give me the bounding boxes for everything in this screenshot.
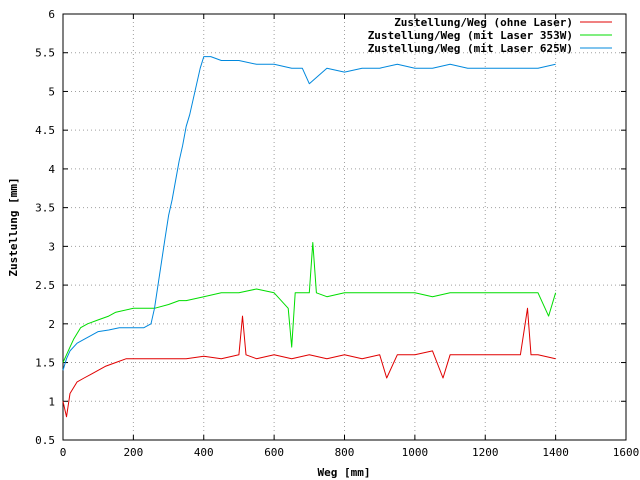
x-tick-label: 0	[60, 446, 67, 459]
y-tick-label: 1	[48, 395, 55, 408]
series-line-laser-625w	[62, 56, 556, 371]
x-tick-label: 600	[264, 446, 284, 459]
series-lines	[62, 56, 557, 418]
legend-label-laser-625w: Zustellung/Weg (mit Laser 625W)	[368, 42, 573, 55]
y-tick-label: 2	[48, 318, 55, 331]
y-tick-label: 0.5	[35, 434, 55, 447]
y-axis-title: Zustellung [mm]	[7, 177, 20, 276]
y-tick-label: 4.5	[35, 124, 55, 137]
x-tick-label: 200	[123, 446, 143, 459]
y-tick-label: 6	[48, 8, 55, 21]
x-tick-label: 400	[194, 446, 214, 459]
x-tick-label: 1200	[472, 446, 499, 459]
x-tick-label: 1600	[613, 446, 640, 459]
y-tick-label: 5.5	[35, 47, 55, 60]
y-tick-label: 4	[48, 163, 55, 176]
y-tick-label: 1.5	[35, 357, 55, 370]
series-line-laser-353w	[62, 242, 557, 363]
x-tick-label: 800	[335, 446, 355, 459]
legend: Zustellung/Weg (ohne Laser) Zustellung/W…	[368, 16, 612, 55]
x-tick-label: 1000	[402, 446, 429, 459]
y-tick-label: 3	[48, 240, 55, 253]
legend-label-ohne-laser: Zustellung/Weg (ohne Laser)	[394, 16, 573, 29]
series-line-ohne-laser	[62, 307, 556, 418]
x-tick-label: 1400	[542, 446, 569, 459]
y-tick-label: 2.5	[35, 279, 55, 292]
grid	[63, 14, 626, 440]
axis-ticks: 0 200 400 600 800 1000 1200 1400 1600 0.5 1 1.5 2 2.5…	[35, 8, 639, 459]
y-tick-label: 5	[48, 85, 55, 98]
legend-label-laser-353w: Zustellung/Weg (mit Laser 353W)	[368, 29, 573, 42]
y-tick-label: 3.5	[35, 202, 55, 215]
x-axis-title: Weg [mm]	[318, 466, 371, 479]
